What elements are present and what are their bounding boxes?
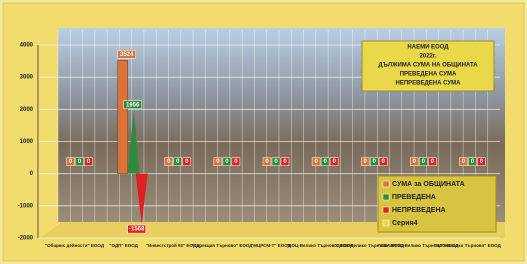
y-tick-label: 2000 <box>20 107 34 113</box>
x-tick-label: "ОДП" ЕООД <box>109 243 138 248</box>
data-label: 3524 <box>120 52 134 58</box>
title-line: ДЪЛЖИМА СУМА НА ОБЩИНАТА <box>378 63 478 69</box>
title-line: НЕПРЕВЕДЕНА СУМА <box>396 81 462 87</box>
legend-label: НЕПРЕВЕДЕНА <box>392 207 446 214</box>
legend-swatch <box>383 181 389 187</box>
title-line: НАЕМИ ЕООД <box>407 45 449 51</box>
legend-swatch <box>383 207 389 213</box>
data-label: 1956 <box>126 102 140 108</box>
x-tick-label: "МЦРСМ-Т" ЕООД <box>251 243 292 248</box>
chart: -2000-100001000200030004000 "Общинс дейн… <box>0 0 527 264</box>
legend: СУМА за ОБЩИНАТА ПРЕВЕДЕНА НЕПРЕВЕДЕНА Сери… <box>378 176 496 232</box>
title-line: 2022г. <box>420 54 437 60</box>
legend-label: ПРЕВЕДЕНА <box>392 194 436 201</box>
bar <box>118 60 128 173</box>
legend-swatch <box>383 194 389 200</box>
title-line: ПРЕВЕДЕНА СУМА <box>400 72 457 78</box>
legend-label: СУМА за ОБЩИНАТА <box>392 181 465 188</box>
y-tick-label: -1000 <box>18 203 34 209</box>
x-tick-label: "Дирекция Търново" ЕООД <box>191 243 253 248</box>
data-label: -1568 <box>129 227 145 233</box>
y-tick-label: 3000 <box>20 75 34 81</box>
x-tick-label: "ЦПЗ-Велико Търново" ЕООД <box>434 243 502 248</box>
legend-swatch <box>383 220 389 226</box>
y-tick-label: 1000 <box>20 139 34 145</box>
y-tick-label: -2000 <box>18 236 34 242</box>
title-box: НАЕМИ ЕООД 2022г. ДЪЛЖИМА СУМА НА ОБЩИНАТА… <box>362 41 494 91</box>
legend-label: Серия4 <box>392 220 418 227</box>
y-tick-label: 4000 <box>20 43 34 49</box>
x-tick-label: "Общинс дейности" ЕООД <box>45 242 105 248</box>
